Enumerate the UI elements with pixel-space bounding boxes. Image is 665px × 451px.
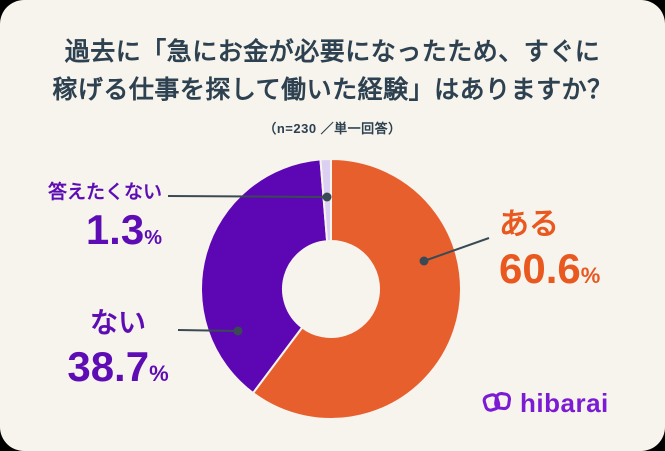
brand-logo: hibarai: [482, 387, 609, 418]
leader-dot-2: [322, 192, 332, 202]
value-number: 1.3: [85, 206, 145, 253]
leader-dot-0: [419, 256, 429, 266]
title-line-1: 過去に「急にお金が必要になったため、すぐに: [64, 38, 601, 66]
slice-value-aru: 60.6%: [499, 246, 659, 299]
sample-size-note: （n=230 ／単一回答）: [263, 121, 402, 136]
callout-nai: ない 38.7%: [42, 306, 194, 397]
slice-label-nai: ない: [89, 307, 146, 338]
hibarai-logo-icon: [482, 391, 512, 412]
slice-label-aru: ある: [499, 208, 559, 241]
slice-value-kotaetakunai: 1.3%: [18, 207, 162, 261]
leader-line-2: [167, 195, 328, 198]
percent-sign: %: [580, 263, 601, 288]
callout-aru: ある 60.6%: [499, 206, 659, 299]
percent-sign: %: [149, 361, 169, 386]
value-number: 60.6: [499, 245, 581, 292]
percent-sign: %: [144, 227, 162, 249]
pie-slice-1: [200, 158, 329, 395]
pie-slice-2: [319, 158, 332, 243]
leader-line-0: [423, 237, 490, 262]
value-number: 38.7: [67, 343, 150, 390]
slice-value-nai: 38.7%: [42, 344, 194, 397]
callout-kotaetakunai: 答えたくない 1.3%: [18, 181, 162, 261]
page-title: 過去に「急にお金が必要になったため、すぐに 稼げる仕事を探して働いた経験」はあり…: [0, 0, 665, 109]
leader-dot-1: [233, 326, 243, 336]
title-line-2: 稼げる仕事を探して働いた経験」はありますか？: [52, 76, 613, 104]
pie-slice-0: [252, 158, 462, 420]
brand-logo-text: hibarai: [520, 387, 609, 418]
slice-label-kotaetakunai: 答えたくない: [47, 182, 162, 203]
